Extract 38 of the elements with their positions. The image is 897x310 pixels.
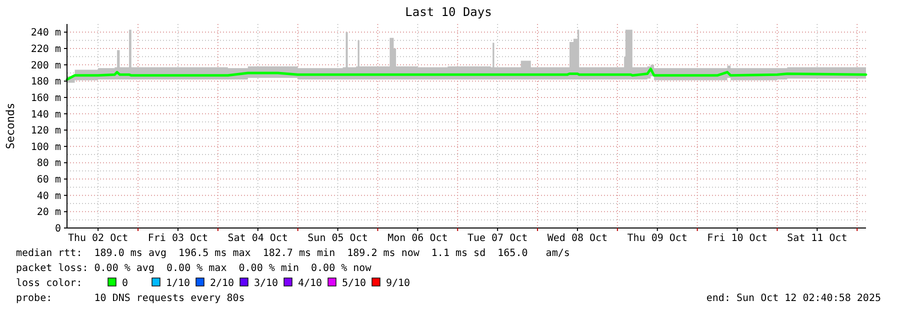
- legend-label: 3/10: [254, 278, 278, 289]
- chart-title: Last 10 Days: [405, 5, 492, 19]
- y-tick-label: 80 m: [36, 158, 61, 170]
- x-tick-label: Fri 03 Oct: [148, 233, 208, 244]
- text: probe: 10 DNS requests every 80s: [16, 293, 245, 304]
- y-tick-label: 0: [54, 224, 61, 234]
- legend-label: 1/10: [166, 278, 190, 289]
- y-tick-label: 100 m: [30, 142, 61, 153]
- x-tick-label: Wed 08 Oct: [547, 233, 608, 244]
- x-tick-label: Thu 02 Oct: [68, 233, 128, 244]
- legend-label: 9/10: [386, 278, 410, 289]
- legend-label: 4/10: [298, 278, 322, 289]
- text: end: Sun Oct 12 02:40:58 2025: [706, 293, 881, 304]
- y-tick-label: 240 m: [30, 28, 61, 39]
- legend-label: 5/10: [342, 278, 366, 289]
- y-tick-label: 220 m: [30, 44, 61, 55]
- legend-title: loss color:: [16, 278, 82, 289]
- legend-label: 0: [122, 278, 128, 289]
- x-tick-label: Sun 05 Oct: [308, 233, 368, 244]
- y-tick-label: 40 m: [36, 190, 61, 202]
- x-tick-label: Tue 07 Oct: [467, 233, 528, 244]
- line-series: [66, 68, 868, 81]
- y-tick-label: 20 m: [36, 207, 61, 218]
- y-tick-label: 200 m: [30, 60, 61, 72]
- y-tick-label: 120 m: [30, 126, 61, 137]
- y-axis-title: Seconds: [4, 102, 17, 150]
- y-tick-label: 160 m: [30, 92, 61, 104]
- x-tick-label: Sat 04 Oct: [228, 233, 288, 244]
- text: packet loss: 0.00 % avg 0.00 % max 0.00 % min 0.00 % now: [16, 263, 372, 274]
- x-tick-label: Sat 11 Oct: [787, 233, 848, 244]
- y-tick-label: 140 m: [30, 109, 61, 120]
- legend-label: 2/10: [210, 278, 234, 289]
- text: median rtt: 189.0 ms avg 196.5 ms max 182.7 ms min 189.2 ms now 1.1 ms sd 165.0 am/s: [16, 248, 570, 259]
- y-tick-label: 60 m: [36, 174, 61, 186]
- x-tick-label: Fri 10 Oct: [707, 233, 768, 244]
- x-tick-label: Mon 06 Oct: [388, 233, 448, 244]
- y-tick-label: 180 m: [30, 76, 61, 88]
- x-tick-label: Thu 09 Oct: [627, 233, 688, 244]
